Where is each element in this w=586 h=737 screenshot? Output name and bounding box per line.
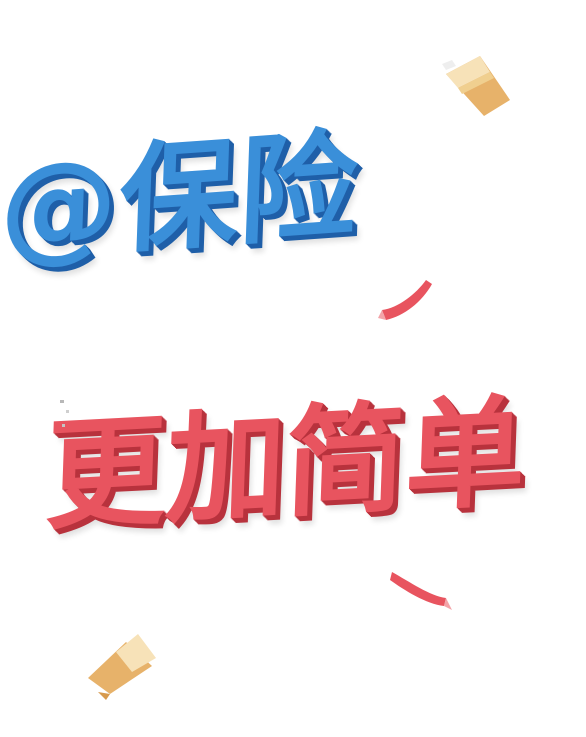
- confetti-ribbon-icon: [390, 572, 452, 610]
- paper-scrap-icon: [442, 56, 510, 116]
- headline-line-2: 更加简单: [43, 382, 528, 548]
- headline-line-1: @保险: [0, 114, 362, 279]
- speck-icon: [60, 400, 69, 427]
- confetti-ribbon-icon: [378, 280, 432, 320]
- paper-scrap-icon: [88, 634, 156, 700]
